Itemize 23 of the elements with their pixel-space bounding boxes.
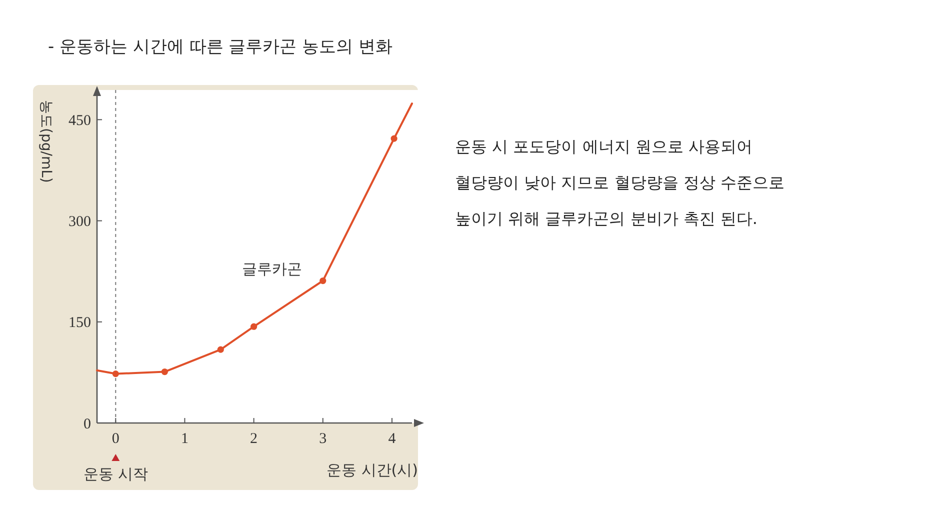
text: 혈당량이 낮아 지므로 혈당량을 정상 수준으로 (455, 173, 784, 192)
text: 높이기 위해 글루카곤의 분비가 촉진 된다. (455, 209, 758, 228)
y-tick-label: 0 (84, 416, 91, 432)
x-tick-label: 1 (180, 431, 188, 447)
chart-title: - 운동하는 시간에 따른 글루카곤 농도의 변화 (48, 37, 393, 57)
point (250, 323, 258, 330)
x-axis-title: 운동 시간(시) (326, 461, 418, 479)
y-tick-label: 150 (68, 315, 91, 332)
text: 운동 시 포도당이 에너지 원으로 사용되어 (455, 137, 752, 156)
point (217, 346, 224, 353)
text: 운동 시작 (83, 465, 148, 483)
point (112, 370, 119, 378)
x-tick-label: 3 (319, 431, 327, 447)
point (320, 277, 326, 284)
x-tick-label: 0 (112, 431, 120, 447)
point (390, 135, 398, 142)
x-tick-label: 4 (388, 431, 396, 447)
series-label: 글루카곤 (242, 260, 302, 278)
point (161, 368, 168, 376)
y-axis-title: 농도(pg/mL) (38, 100, 54, 183)
y-tick-label: 450 (68, 112, 91, 129)
x-tick-label: 2 (250, 431, 258, 447)
y-tick-label: 300 (68, 214, 91, 230)
